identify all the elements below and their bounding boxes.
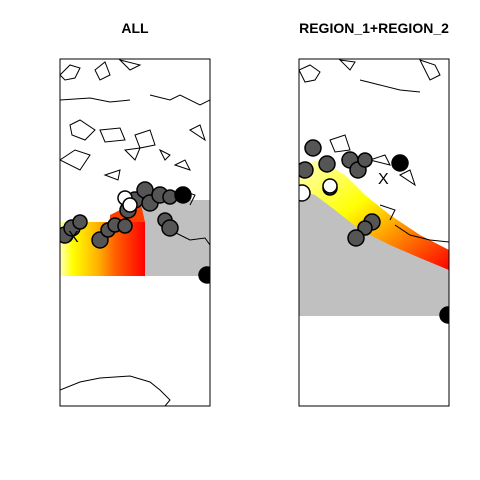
marker — [391, 154, 409, 172]
marker — [72, 214, 88, 230]
marker — [198, 266, 210, 284]
x-marker: X — [378, 171, 389, 188]
marker — [318, 155, 336, 173]
marker — [174, 186, 192, 204]
marker — [299, 161, 314, 179]
markers-regions — [299, 139, 449, 324]
marker — [304, 139, 322, 157]
marker — [357, 152, 373, 168]
x-marker: X — [68, 229, 79, 246]
map-panel-all: X — [60, 59, 210, 406]
marker — [161, 219, 179, 237]
panel-frame-regions — [298, 58, 450, 407]
marker — [117, 218, 133, 234]
panel-title-all: ALL — [121, 20, 149, 36]
map-panel-regions: X — [299, 59, 449, 324]
markers-all — [60, 181, 210, 284]
coastlines — [299, 59, 449, 243]
marker-open — [299, 184, 311, 202]
panel-frame-all — [59, 58, 211, 407]
marker — [347, 229, 365, 247]
marker — [439, 306, 449, 324]
panel-title-regions: REGION_1+REGION_2 — [299, 20, 449, 36]
marker-open — [322, 178, 338, 194]
marker-open — [122, 197, 138, 213]
grey-region — [299, 180, 449, 316]
